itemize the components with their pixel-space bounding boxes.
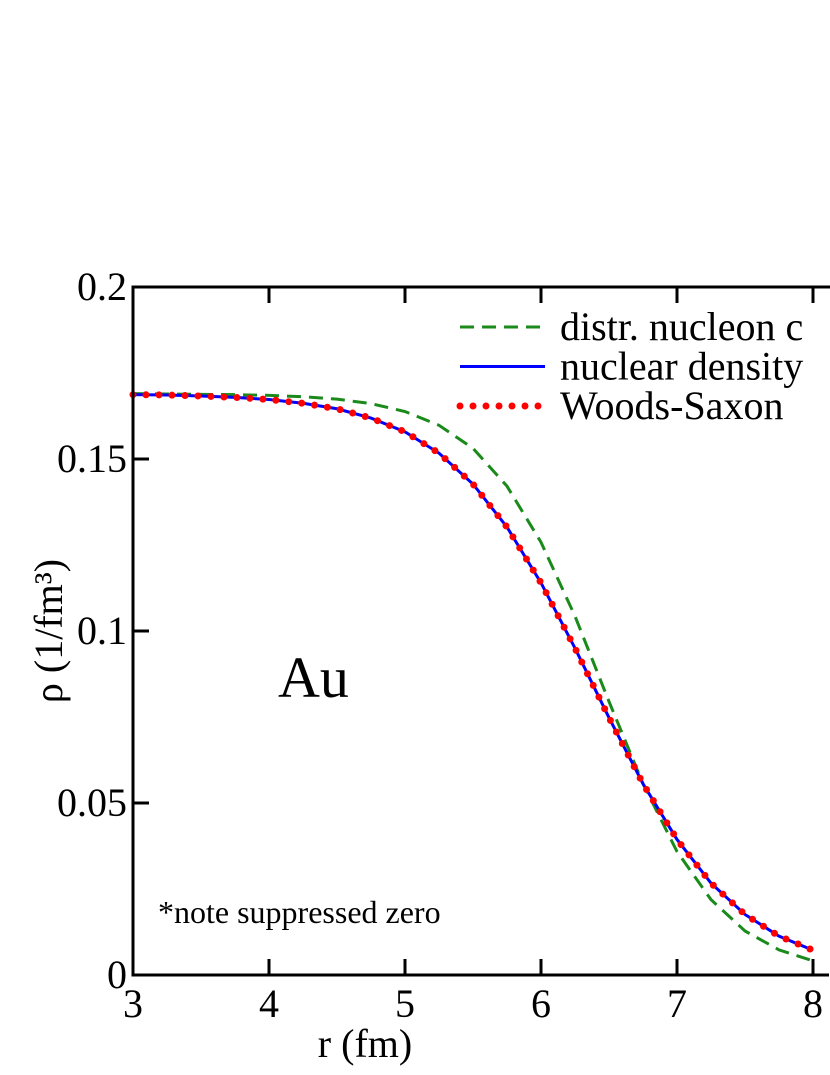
y-tick-label: 0.1 xyxy=(77,608,127,653)
x-tick-label: 3 xyxy=(123,981,143,1026)
series-line xyxy=(132,392,814,963)
series-line xyxy=(129,391,817,954)
y-tick-label: 0.15 xyxy=(57,436,127,481)
legend-label: nuclear density xyxy=(560,344,803,389)
x-tick-label: 7 xyxy=(667,981,687,1026)
series-line xyxy=(132,393,814,952)
y-axis-label: ρ (1/fm³) xyxy=(26,559,71,703)
annotation: *note suppressed zero xyxy=(158,894,441,930)
x-tick-label: 5 xyxy=(395,981,415,1026)
x-tick-label: 4 xyxy=(259,981,279,1026)
legend-label: Woods-Saxon xyxy=(560,383,783,428)
annotation: Au xyxy=(278,645,349,710)
x-tick-label: 6 xyxy=(531,981,551,1026)
x-axis-label: r (fm) xyxy=(318,1021,412,1066)
x-tick-label: 8 xyxy=(803,981,823,1026)
y-tick-label: 0 xyxy=(107,952,127,997)
y-tick-label: 0.2 xyxy=(77,264,127,309)
y-tick-label: 0.05 xyxy=(57,780,127,825)
legend-label: distr. nucleon c xyxy=(560,304,803,349)
